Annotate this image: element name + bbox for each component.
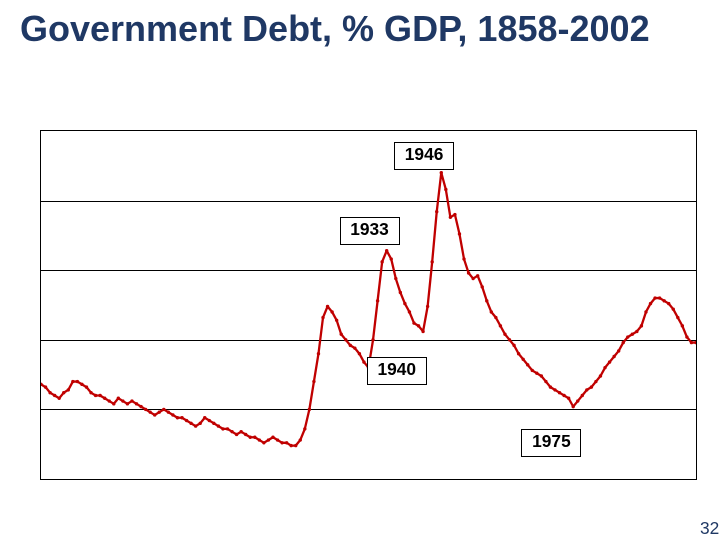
callout-1975: 1975: [521, 429, 581, 457]
chart-frame: 1946 1933 1940 1975: [40, 130, 697, 480]
callout-1946: 1946: [394, 142, 454, 170]
callout-1940: 1940: [367, 357, 427, 385]
chart-title: Government Debt, % GDP, 1858-2002: [20, 8, 700, 50]
callout-1933: 1933: [340, 217, 400, 245]
page-number: 32: [700, 518, 719, 539]
debt-series: [41, 131, 696, 479]
slide: { "title": { "text": "Government Debt, %…: [0, 0, 720, 540]
